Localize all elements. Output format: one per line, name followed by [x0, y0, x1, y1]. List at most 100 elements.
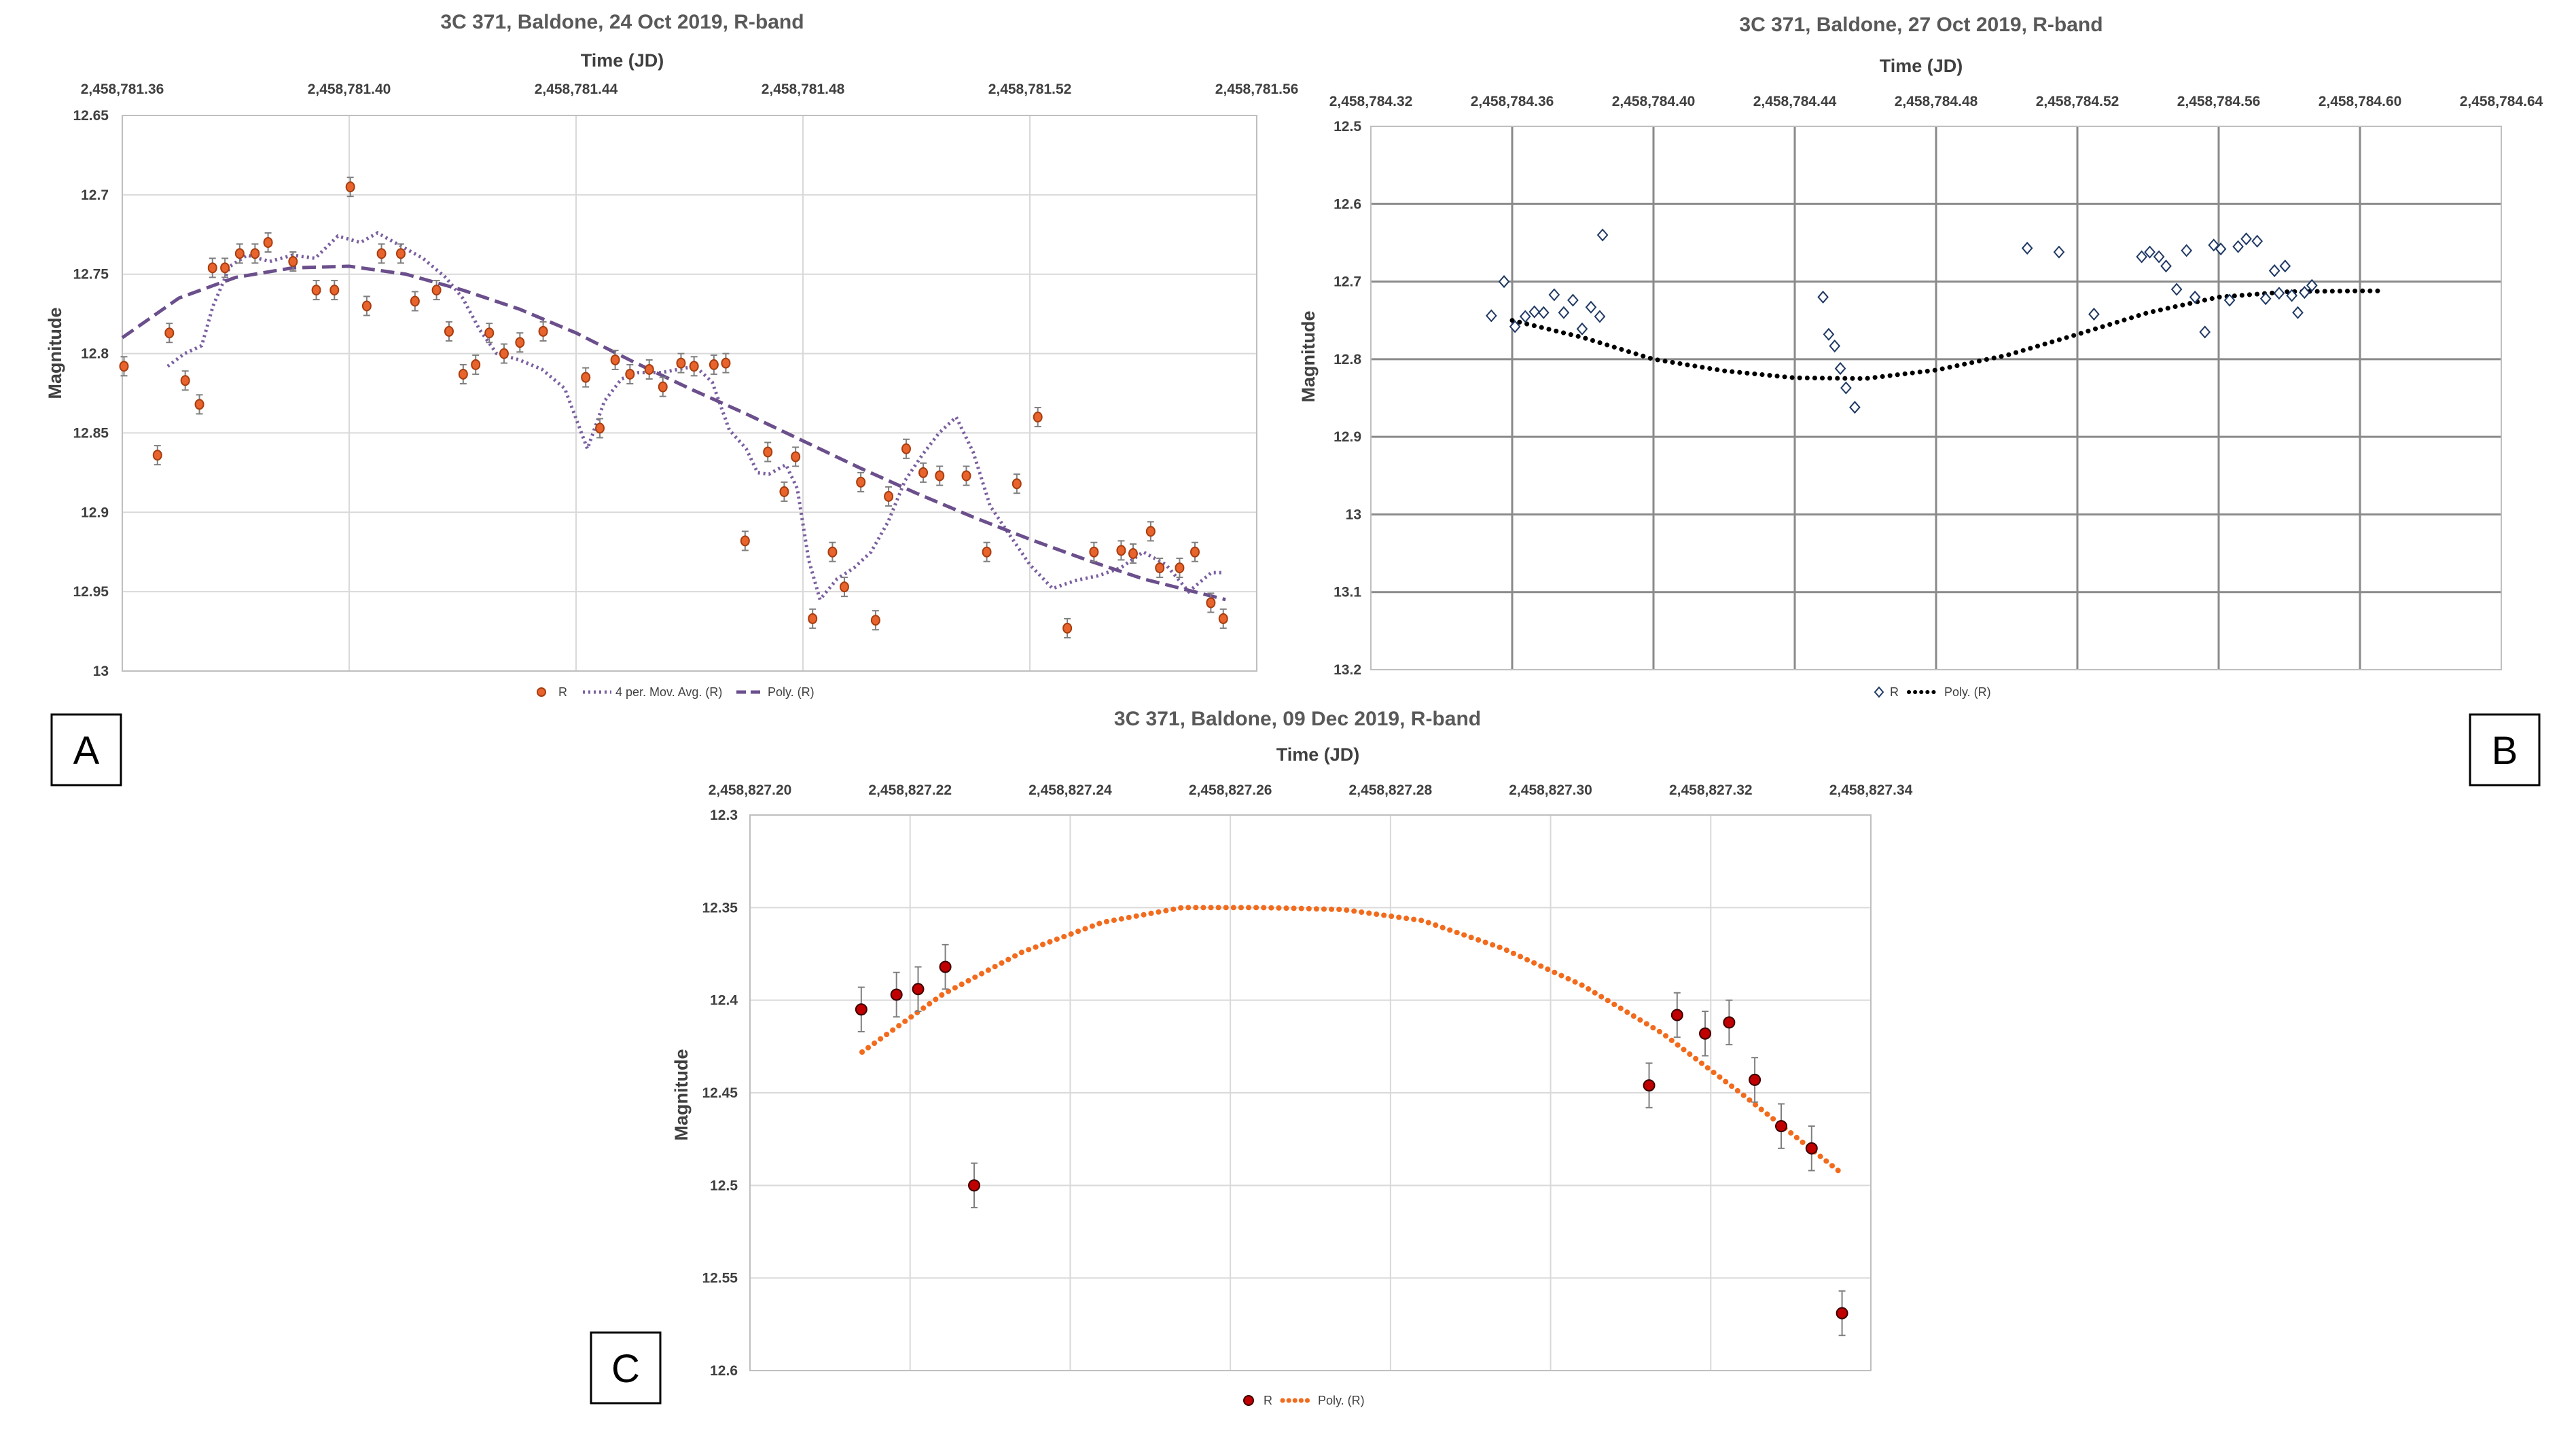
chart-b-point: [2215, 242, 2227, 256]
chart-b-point: [2240, 232, 2252, 246]
chart-c-trendlines: [859, 905, 1846, 1177]
chart-b-point: [1823, 327, 1835, 341]
chart-c-point: [855, 1003, 867, 1016]
chart-a-point: [581, 372, 591, 383]
chart-c-title: 3C 371, Baldone, 09 Dec 2019, R-band: [1114, 708, 1481, 730]
chart-a-point: [839, 581, 849, 593]
chart-b-ylabel: Magnitude: [1298, 311, 1319, 403]
chart-a-legend: R 4 per. Mov. Avg. (R) Poly. (R): [537, 685, 815, 699]
chart-b-point: [2170, 283, 2183, 296]
chart-b-point: [2279, 259, 2291, 273]
chart-a-y-tick-label: 12.95: [73, 584, 109, 600]
chart-a-gridlines: [122, 115, 1257, 671]
chart-b-point: [2306, 278, 2318, 292]
chart-c: 3C 371, Baldone, 09 Dec 2019, R-band Tim…: [590, 708, 1913, 1407]
chart-a-point: [1116, 545, 1126, 556]
chart-a-x-tick-label: 2,458,781.44: [535, 82, 618, 97]
legend-c-r: R: [1264, 1394, 1272, 1407]
chart-b-x-tick-label: 2,458,784.40: [1612, 94, 1696, 109]
chart-a-point: [263, 236, 273, 248]
chart-c-y-tick-label: 12.3: [710, 808, 738, 823]
chart-c-point: [890, 988, 903, 1001]
chart-b-point: [2160, 259, 2172, 273]
chart-a-x-tick-label: 2,458,781.36: [81, 82, 164, 97]
chart-c-points: [855, 943, 1848, 1337]
chart-a-point: [164, 327, 175, 339]
chart-c-x-tick-label: 2,458,827.34: [1829, 782, 1913, 798]
chart-a-point: [644, 363, 654, 375]
chart-a-point: [484, 327, 495, 339]
chart-c-point: [1805, 1142, 1818, 1155]
chart-a-series-moving-average: [166, 231, 1223, 604]
chart-a-point: [250, 248, 260, 259]
chart-a-y-tick-label: 12.75: [73, 267, 109, 283]
chart-a-x-tick-label: 2,458,781.40: [308, 82, 391, 97]
chart-b-point: [2153, 250, 2165, 264]
chart-a-point: [856, 476, 866, 488]
chart-a-y-tick-label: 12.7: [81, 187, 109, 203]
chart-b-x-tick-label: 2,458,784.60: [2319, 94, 2402, 109]
chart-b-y-tick-label: 13: [1346, 507, 1361, 522]
chart-a-point: [658, 381, 668, 393]
chart-b-points: [1485, 228, 2318, 414]
panel-label-c-box: [590, 1331, 662, 1405]
chart-a-point: [1206, 597, 1216, 609]
chart-c-point: [939, 960, 952, 973]
chart-a-point: [444, 325, 454, 337]
chart-a-point: [689, 361, 699, 372]
legend-c-poly: Poly. (R): [1318, 1394, 1365, 1407]
chart-b-series-poly-fit: [1509, 288, 2380, 381]
chart-c-ylabel: Magnitude: [671, 1049, 692, 1141]
chart-b-y-tick-label: 13.1: [1334, 585, 1361, 600]
chart-a-point: [779, 486, 789, 497]
chart-a-point: [676, 357, 686, 369]
chart-c-point: [968, 1179, 980, 1192]
chart-b-point: [2223, 293, 2236, 307]
chart-a-point: [870, 615, 880, 626]
chart-b-y-tick-label: 13.2: [1334, 662, 1361, 678]
chart-a-point: [220, 262, 230, 274]
chart-b-point: [2088, 308, 2100, 321]
panel-label-c: C: [611, 1347, 640, 1391]
chart-a-point: [288, 256, 298, 268]
chart-b-point: [2299, 286, 2310, 300]
chart-b-point: [1528, 305, 1541, 319]
chart-a-ylabel: Magnitude: [45, 308, 65, 399]
chart-c-y-tick-label: 12.6: [710, 1363, 738, 1379]
chart-a-point: [935, 470, 945, 482]
chart-a-point: [961, 470, 971, 482]
chart-a-series-poly-fit: [121, 264, 1226, 602]
chart-a-point: [982, 546, 992, 558]
chart-b-point: [2292, 306, 2304, 319]
chart-a-points: [119, 177, 1228, 638]
chart-c-xlabel: Time (JD): [1276, 744, 1360, 765]
chart-c-y-tick-label: 12.45: [702, 1085, 738, 1101]
chart-b-point: [2251, 234, 2264, 248]
chart-a-point: [395, 248, 406, 259]
chart-b-point: [2268, 264, 2280, 278]
chart-b-point: [2021, 241, 2033, 255]
chart-a-point: [152, 450, 162, 461]
chart-b-x-tick-label: 2,458,784.64: [2460, 94, 2543, 109]
chart-c-point: [1670, 1009, 1683, 1021]
chart-c-point: [912, 983, 925, 996]
chart-a-point: [376, 248, 387, 259]
chart-b-x-ticks: 2,458,784.32 2,458,784.36 2,458,784.40 2,45…: [1329, 94, 2543, 109]
chart-a-point: [1128, 548, 1138, 560]
chart-b-point: [2181, 244, 2193, 257]
chart-a-point: [918, 467, 929, 478]
chart-c-y-ticks: 12.3 12.35 12.4 12.45 12.5 12.55 12.6: [702, 808, 738, 1379]
chart-a-trendlines: [121, 231, 1226, 604]
chart-b-x-tick-label: 2,458,784.32: [1329, 94, 1413, 109]
chart-a-point: [1012, 478, 1022, 490]
legend-a-mavg: 4 per. Mov. Avg. (R): [615, 685, 722, 699]
chart-b-point: [2286, 289, 2297, 302]
chart-a-point: [234, 248, 245, 259]
chart-b-point: [1849, 401, 1861, 414]
chart-c-legend: R Poly. (R): [1243, 1394, 1365, 1407]
chart-a-plot-area: [122, 115, 1257, 672]
legend-b-poly: Poly. (R): [1944, 685, 1991, 699]
chart-a-point: [709, 359, 719, 370]
chart-c-point: [1836, 1307, 1848, 1320]
panel-label-a-box: [50, 713, 122, 786]
